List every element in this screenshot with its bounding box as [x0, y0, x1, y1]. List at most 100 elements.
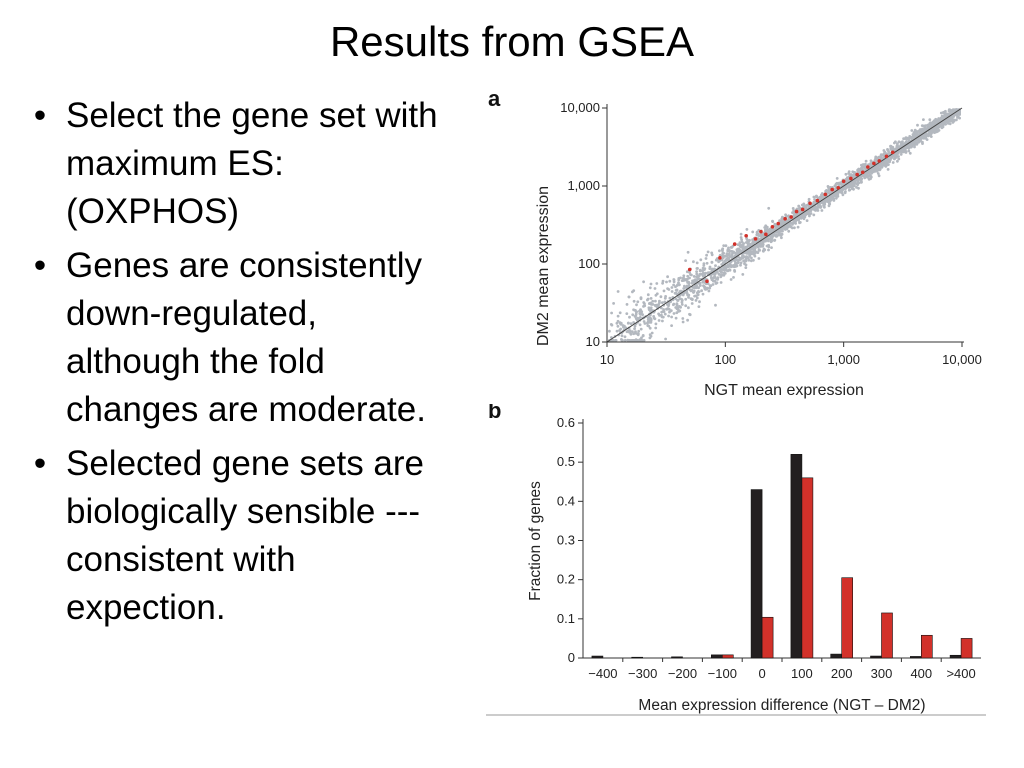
scatter-point-gray	[654, 299, 657, 303]
scatter-point-highlight	[718, 256, 722, 260]
scatter-point-gray	[682, 274, 686, 278]
scatter-point-gray	[874, 158, 877, 161]
scatter-point-gray	[934, 118, 938, 122]
scatter-point-gray	[719, 275, 723, 279]
scatter-point-gray	[752, 258, 755, 262]
scatter-point-highlight	[877, 159, 882, 163]
scatter-point-gray	[642, 339, 646, 342]
scatter-point-gray	[939, 111, 943, 115]
scatter-point-gray	[722, 244, 726, 248]
scatter-point-gray	[745, 228, 749, 231]
scatter-point-highlight	[836, 185, 841, 190]
scatter-point-gray	[856, 168, 860, 172]
bar-x-tick-label: 200	[831, 666, 853, 681]
scatter-point-gray	[667, 288, 671, 291]
scatter-point-gray	[642, 301, 646, 304]
scatter-point-gray	[641, 313, 644, 316]
scatter-point-gray	[910, 129, 914, 132]
scatter-point-gray	[908, 151, 912, 155]
scatter-point-gray	[928, 118, 932, 122]
scatter-point-highlight	[800, 207, 805, 212]
scatter-point-gray	[765, 228, 769, 232]
scatter-point-gray	[914, 131, 918, 135]
scatter-point-gray	[884, 152, 888, 155]
scatter-point-gray	[633, 327, 636, 331]
scatter-point-gray	[667, 314, 670, 318]
scatter-point-gray	[736, 261, 740, 265]
scatter-point-highlight	[776, 221, 781, 226]
scatter-point-gray	[885, 163, 889, 167]
scatter-point-gray	[837, 190, 840, 194]
scatter-point-gray	[635, 303, 638, 307]
scatter-point-gray	[803, 204, 806, 207]
scatter-point-gray	[756, 251, 760, 255]
bar-ngt	[949, 654, 962, 659]
scatter-point-gray	[827, 186, 831, 190]
bar-y-tick-label: 0.4	[557, 493, 575, 508]
reference-line	[606, 107, 963, 343]
scatter-point-gray	[914, 142, 918, 146]
scatter-point-gray	[955, 114, 959, 117]
scatter-point-gray	[888, 160, 891, 164]
scatter-point-gray	[822, 203, 825, 207]
scatter-point-gray	[720, 248, 724, 252]
scatter-point-gray	[629, 332, 633, 336]
scatter-point-gray	[741, 247, 745, 250]
scatter-point-gray	[769, 227, 773, 231]
scatter-point-gray	[878, 168, 882, 172]
scatter-point-gray	[787, 222, 791, 226]
scatter-point-gray	[933, 129, 937, 132]
scatter-point-gray	[670, 315, 673, 319]
scatter-point-gray	[636, 333, 640, 337]
scatter-point-gray	[859, 166, 863, 170]
scatter-point-gray	[785, 219, 789, 223]
scatter-point-gray	[627, 321, 630, 325]
scatter-point-gray	[720, 271, 724, 274]
scatter-point-gray	[639, 327, 643, 331]
scatter-point-gray	[666, 275, 669, 279]
scatter-point-gray	[677, 278, 681, 282]
scatter-point-gray	[665, 307, 668, 311]
scatter-point-gray	[726, 256, 730, 259]
scatter-point-gray	[695, 275, 698, 279]
scatter-point-gray	[649, 297, 653, 300]
scatter-point-gray	[922, 118, 925, 121]
scatter-point-gray	[672, 283, 675, 287]
bar-y-tick-label: 0.2	[557, 572, 575, 587]
scatter-point-gray	[884, 160, 887, 163]
scatter-point-gray	[673, 291, 677, 295]
scatter-point-gray	[640, 339, 643, 342]
scatter-point-gray	[714, 303, 717, 307]
scatter-point-gray	[695, 291, 699, 295]
scatter-point-gray	[696, 286, 700, 289]
bullet-item: • Selected gene sets are biologically se…	[28, 440, 448, 632]
scatter-point-gray	[815, 194, 818, 198]
scatter-point-gray	[740, 238, 743, 242]
scatter-point-gray	[856, 179, 860, 182]
scatter-point-gray	[711, 283, 715, 286]
scatter-point-gray	[623, 335, 627, 339]
scatter-point-gray	[791, 211, 794, 214]
scatter-point-gray	[650, 331, 654, 335]
scatter-point-highlight	[808, 201, 812, 206]
scatter-point-gray	[723, 272, 727, 275]
bar-y-tick-label: 0.6	[557, 415, 575, 430]
scatter-point-gray	[705, 261, 709, 265]
scatter-point-gray	[639, 313, 642, 316]
bar-dm2	[841, 577, 854, 659]
scatter-point-gray	[770, 236, 773, 240]
scatter-point-gray	[842, 187, 846, 190]
scatter-point-gray	[813, 208, 817, 212]
scatter-point-gray	[635, 310, 638, 314]
bar-dm2	[722, 654, 734, 659]
scatter-point-gray	[672, 280, 676, 284]
scatter-point-gray	[660, 315, 664, 319]
scatter-point-gray	[909, 144, 913, 148]
scatter-point-gray	[675, 311, 679, 315]
scatter-point-gray	[737, 258, 740, 262]
scatter-y-tick-label: 1,000	[567, 178, 600, 193]
scatter-point-gray	[687, 281, 691, 285]
scatter-point-gray	[751, 239, 755, 243]
scatter-point-gray	[759, 233, 763, 236]
scatter-point-gray	[739, 263, 742, 267]
